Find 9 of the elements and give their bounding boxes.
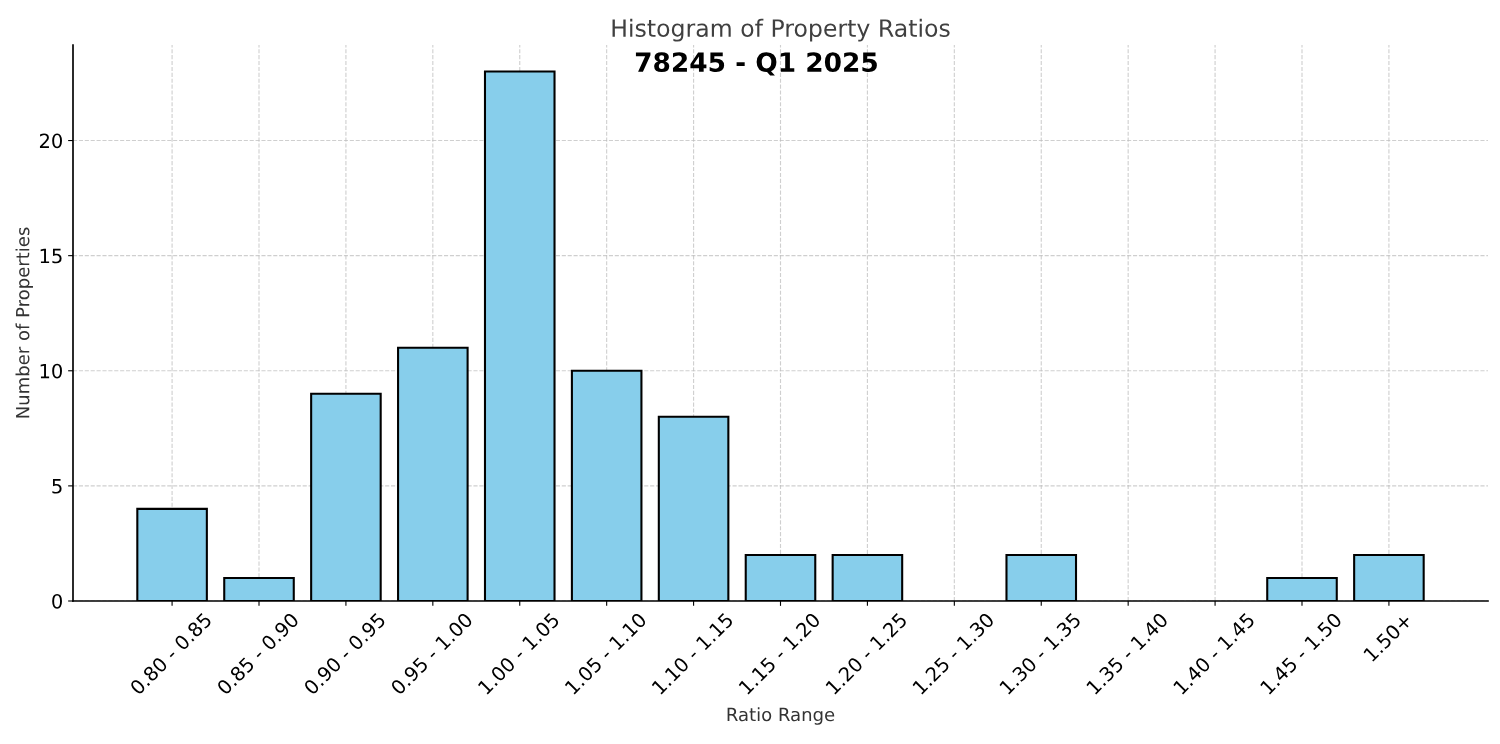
y-tick-label: 20: [39, 133, 62, 149]
y-tick-label: 5: [52, 479, 62, 494]
x-axis-title: Ratio Range: [727, 707, 835, 725]
y-tick-label: 15: [40, 248, 62, 264]
chart-subtitle: 78245 - Q1 2025: [635, 52, 877, 76]
y-tick-label: 10: [40, 363, 62, 379]
chart-title: Histogram of Property Ratios: [612, 18, 950, 42]
y-axis-title: Number of Properties: [15, 227, 33, 418]
y-tick-label: 0: [52, 593, 62, 609]
